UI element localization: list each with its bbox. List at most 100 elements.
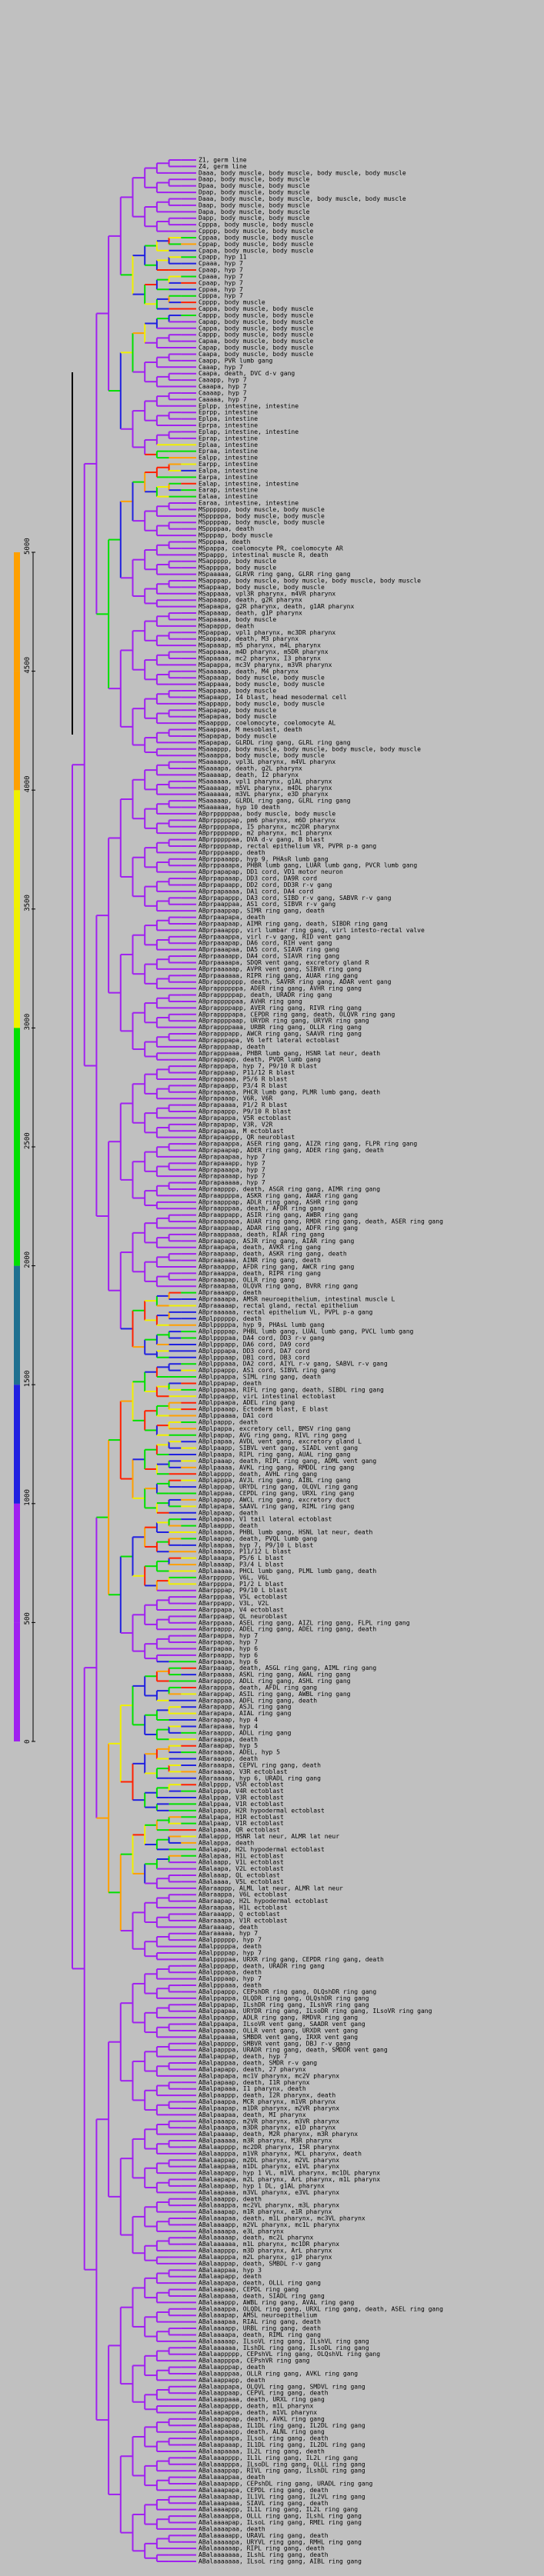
leaf-label: ABprpaaapaa, DA5 cord, SIAVR ring gang (199, 946, 339, 953)
leaf-label: ABprapaapaa, hyp 7 (199, 1153, 265, 1160)
leaf-label: ABprappppppp, death, SAVRR ring gang, AD… (199, 978, 392, 985)
leaf-label: MSapapap, body muscle (199, 707, 276, 714)
leaf-label: ABalaapaap, CEPDL ring gang (199, 2286, 299, 2293)
leaf-label: ABprapaaapa, hyp 7 (199, 1166, 265, 1173)
leaf-label: ABpraaaapa, AMSR neuroepithelium, intest… (199, 1296, 395, 1303)
leaf-label: ABarapapp, ASJL ring gang (199, 1704, 292, 1711)
leaf-label: ABalaapppap, death (199, 2364, 265, 2371)
colorbar-tick-label: 3000 (24, 1014, 32, 1031)
leaf-label: ABprpapappp, DA3 cord, SIBD r-v gang, SA… (199, 895, 392, 901)
leaf-label: ABarppaap, QL neuroblast (199, 1613, 288, 1620)
leaf-label: MSapapap, body muscle (199, 732, 276, 739)
leaf-label: ABprapappp, P9/10 R blast (199, 1108, 292, 1115)
leaf-label: ABprappaap, P11/12 R blast (199, 1069, 295, 1076)
leaf-label: ABprppaaapa, PHBR lumb gang, LUAR lumb g… (199, 862, 417, 869)
leaf-label: Dapa, body muscle, body muscle (199, 208, 310, 215)
leaf-label: MSaaaaap, death, I2 pharynx (199, 771, 299, 778)
leaf-label: ABalpppapa, death (199, 1969, 262, 1976)
leaf-label: ABalaappapa, OLQVL ring gang, SMDVL ring… (199, 2383, 365, 2390)
leaf-label: Eprap, intestine (199, 435, 258, 442)
leaf-label: ABaraaapa, V1R ectoblast (199, 1917, 288, 1924)
leaf-label: ABprpaaaaaa, RIPR ring gang, AUAR ring g… (199, 972, 358, 979)
leaf-label: Ealpa, intestine (199, 467, 258, 474)
leaf-label: ABprpaaaaap, AVPR vent gang, SIBVR ring … (199, 965, 362, 972)
leaf-label: ABplpapap, AVG ring gang, RIVL ring gang (199, 1431, 347, 1438)
leaf-label: ABalaapppa, m1VR pharynx, MCL pharynx, d… (199, 2150, 362, 2157)
leaf-label: MSaaaaap, m5VL pharynx, m4DL pharynx (199, 785, 332, 791)
leaf-label: ABplpppapp, DA6 cord, DA9 cord (199, 1341, 310, 1348)
leaf-label: ABpraaappp, AFDR ring gang, AWCR ring ga… (199, 1263, 354, 1270)
leaf-label: Eprpa, intestine (199, 422, 258, 429)
leaf-label: ABplapapa, SAAVL ring gang, RIML ring ga… (199, 1503, 354, 1510)
leaf-label: ABaraappa, death (199, 1736, 258, 1743)
leaf-label: ABplpppppp, death (199, 1315, 262, 1322)
leaf-label: ABpraapaap, death, ASKR ring gang, death (199, 1251, 347, 1258)
leaf-label: Eplap, intestine, intestine (199, 428, 299, 435)
leaf-label: ABalpaaaap, death, M2R pharynx, m3R phar… (199, 2131, 358, 2138)
leaf-label: ABalaaaappp, IL1L ring gang, IL2L ring g… (199, 2506, 358, 2513)
leaf-label: MSapaaaa, body muscle (199, 616, 276, 623)
leaf-label: ABpraapppp, death, ASGR ring gang, AIMR … (199, 1186, 380, 1193)
leaf-label: ABalaapapa, death, OLLL ring gang (199, 2280, 321, 2287)
leaf-label: ABplppaaaa, DA1 cord (199, 1412, 273, 1419)
leaf-label: Cappa, body muscle, body muscle (199, 305, 313, 312)
colorbar-band (14, 1265, 20, 1385)
leaf-label: ABalaappppp, CEPshVL ring gang, OLQshVL … (199, 2351, 380, 2358)
leaf-label: MSapaaaa, mc2 pharynx, I3 pharynx (199, 655, 321, 661)
leaf-label: Ealpp, intestine (199, 455, 258, 462)
leaf-label: ABalpaapaa, death, MI pharynx (199, 2111, 306, 2118)
leaf-label: ABplpaapp, SIBVL vent gang, SIADL vent g… (199, 1445, 358, 1451)
leaf-label: MSpappa, coelomocyte PR, coelomocyte AR (199, 545, 343, 552)
leaf-label: MSpappp, intestinal muscle R, death (199, 552, 329, 558)
leaf-label: ABalpapapp, death, 27 pharynx (199, 2066, 306, 2073)
leaf-label: ABprappppaaa, URBR ring gang, OLLR ring … (199, 1024, 362, 1031)
leaf-label: Cpppp, body muscle, body muscle (199, 228, 313, 235)
leaf-label: ABplppaaap, Ectoderm blast, E blast (199, 1406, 329, 1413)
leaf-label: MSapaaap, death, g1P pharynx (199, 610, 302, 617)
leaf-label: ABplaapaa, hyp 7, P9/10 L blast (199, 1541, 313, 1548)
leaf-label: ABprppppapp, m2 pharynx, mc1 pharynx (199, 830, 332, 837)
leaf-label: ABpraaapaa, OLQVR ring gang, BVRR ring g… (199, 1283, 358, 1290)
leaf-label: MSppppap, body muscle, body muscle (199, 519, 325, 526)
leaf-label: Cpppa, hyp 7 (199, 292, 243, 299)
leaf-label: ABalpaaa, QR ectoblast (199, 1827, 280, 1834)
leaf-label: ABprapppapp, AWCR ring gang, SAAVR ring … (199, 1031, 362, 1038)
leaf-label: ABplpappp, death (199, 1418, 258, 1425)
leaf-label: ABalaaappp, AWBL ring gang, AVAL ring ga… (199, 2299, 354, 2306)
leaf-label: Eplaa, intestine (199, 442, 258, 448)
leaf-label: ABplapppa, AVJL ring gang, AIBL ring gan… (199, 1477, 351, 1484)
leaf-label: ABalapaa, H1L ectoblast (199, 1852, 284, 1859)
leaf-label: Ealaa, intestine (199, 493, 258, 500)
leaf-label: ABprapaaaap, hyp 7 (199, 1173, 265, 1180)
leaf-label: ABalaaapap, AMSL neuroepithelium (199, 2312, 317, 2319)
leaf-label: ABprapaaap, V6R, V6R (199, 1095, 273, 1102)
leaf-label: ABprpaaappa, virl r-v gang, RID vent gan… (199, 933, 351, 940)
leaf-label: ABarppppp, V6L, V6L (199, 1574, 269, 1581)
leaf-label: Cpaap, hyp 7 (199, 279, 243, 286)
colorbar-band (14, 1147, 20, 1266)
leaf-label: ABplapaaa, V1 tail lateral ectoblast (199, 1516, 332, 1523)
leaf-label: MSaaaaaa, m3VL pharynx, e3D pharynx (199, 791, 329, 798)
leaf-label: ABalaaaaaaa, ILshL ring gang, death (199, 2551, 329, 2558)
leaf-label: MSapappa, mc3V pharynx, m3VR pharynx (199, 661, 332, 668)
leaf-label: ABalaaaaaap, RIPL ring gang, death (199, 2545, 325, 2552)
leaf-label: ABalaaappp, death (199, 2195, 262, 2202)
leaf-label: ABprpaaaapa, SDQR vent gang, excretory g… (199, 959, 369, 966)
leaf-label: ABalppaapp, ADLR ring gang, RMDVR ring g… (199, 2014, 358, 2021)
leaf-label: Cpaaa, hyp 7 (199, 273, 243, 280)
leaf-label: Cpaap, hyp 7 (199, 267, 243, 274)
leaf-label: ABprappppapp, AVER ring gang, RIVR ring … (199, 1005, 362, 1011)
leaf-label: MSappaap, body muscle, body muscle (199, 584, 325, 591)
leaf-label: ABalaaapppa, ILsoDL ring gang, OLLL ring… (199, 2461, 365, 2468)
leaf-label: MSappaaa, m4D pharynx, m5DR pharynx (199, 648, 329, 655)
leaf-label: ABaraaaap, V3R ectoblast (199, 1768, 288, 1775)
leaf-label: Z1, germ line (199, 157, 247, 164)
leaf-label: ABpraapapp, ASJR ring gang, AIAR ring ga… (199, 1238, 354, 1245)
leaf-label: ABalaaaaap, death, mc2L pharynx (199, 2234, 313, 2241)
leaf-label: ABaraaaap, death (199, 1924, 258, 1931)
leaf-label: ABprapaaaaa, hyp 7 (199, 1179, 265, 1186)
colorbar-band (14, 671, 20, 791)
leaf-label: ABprppppapa, I5 pharynx, mc2DR pharynx (199, 823, 339, 830)
leaf-label: ABalaapaaaa, IL2L ring gang, death (199, 2448, 325, 2454)
leaf-label: Cappp, body muscle, body muscle (199, 312, 313, 318)
